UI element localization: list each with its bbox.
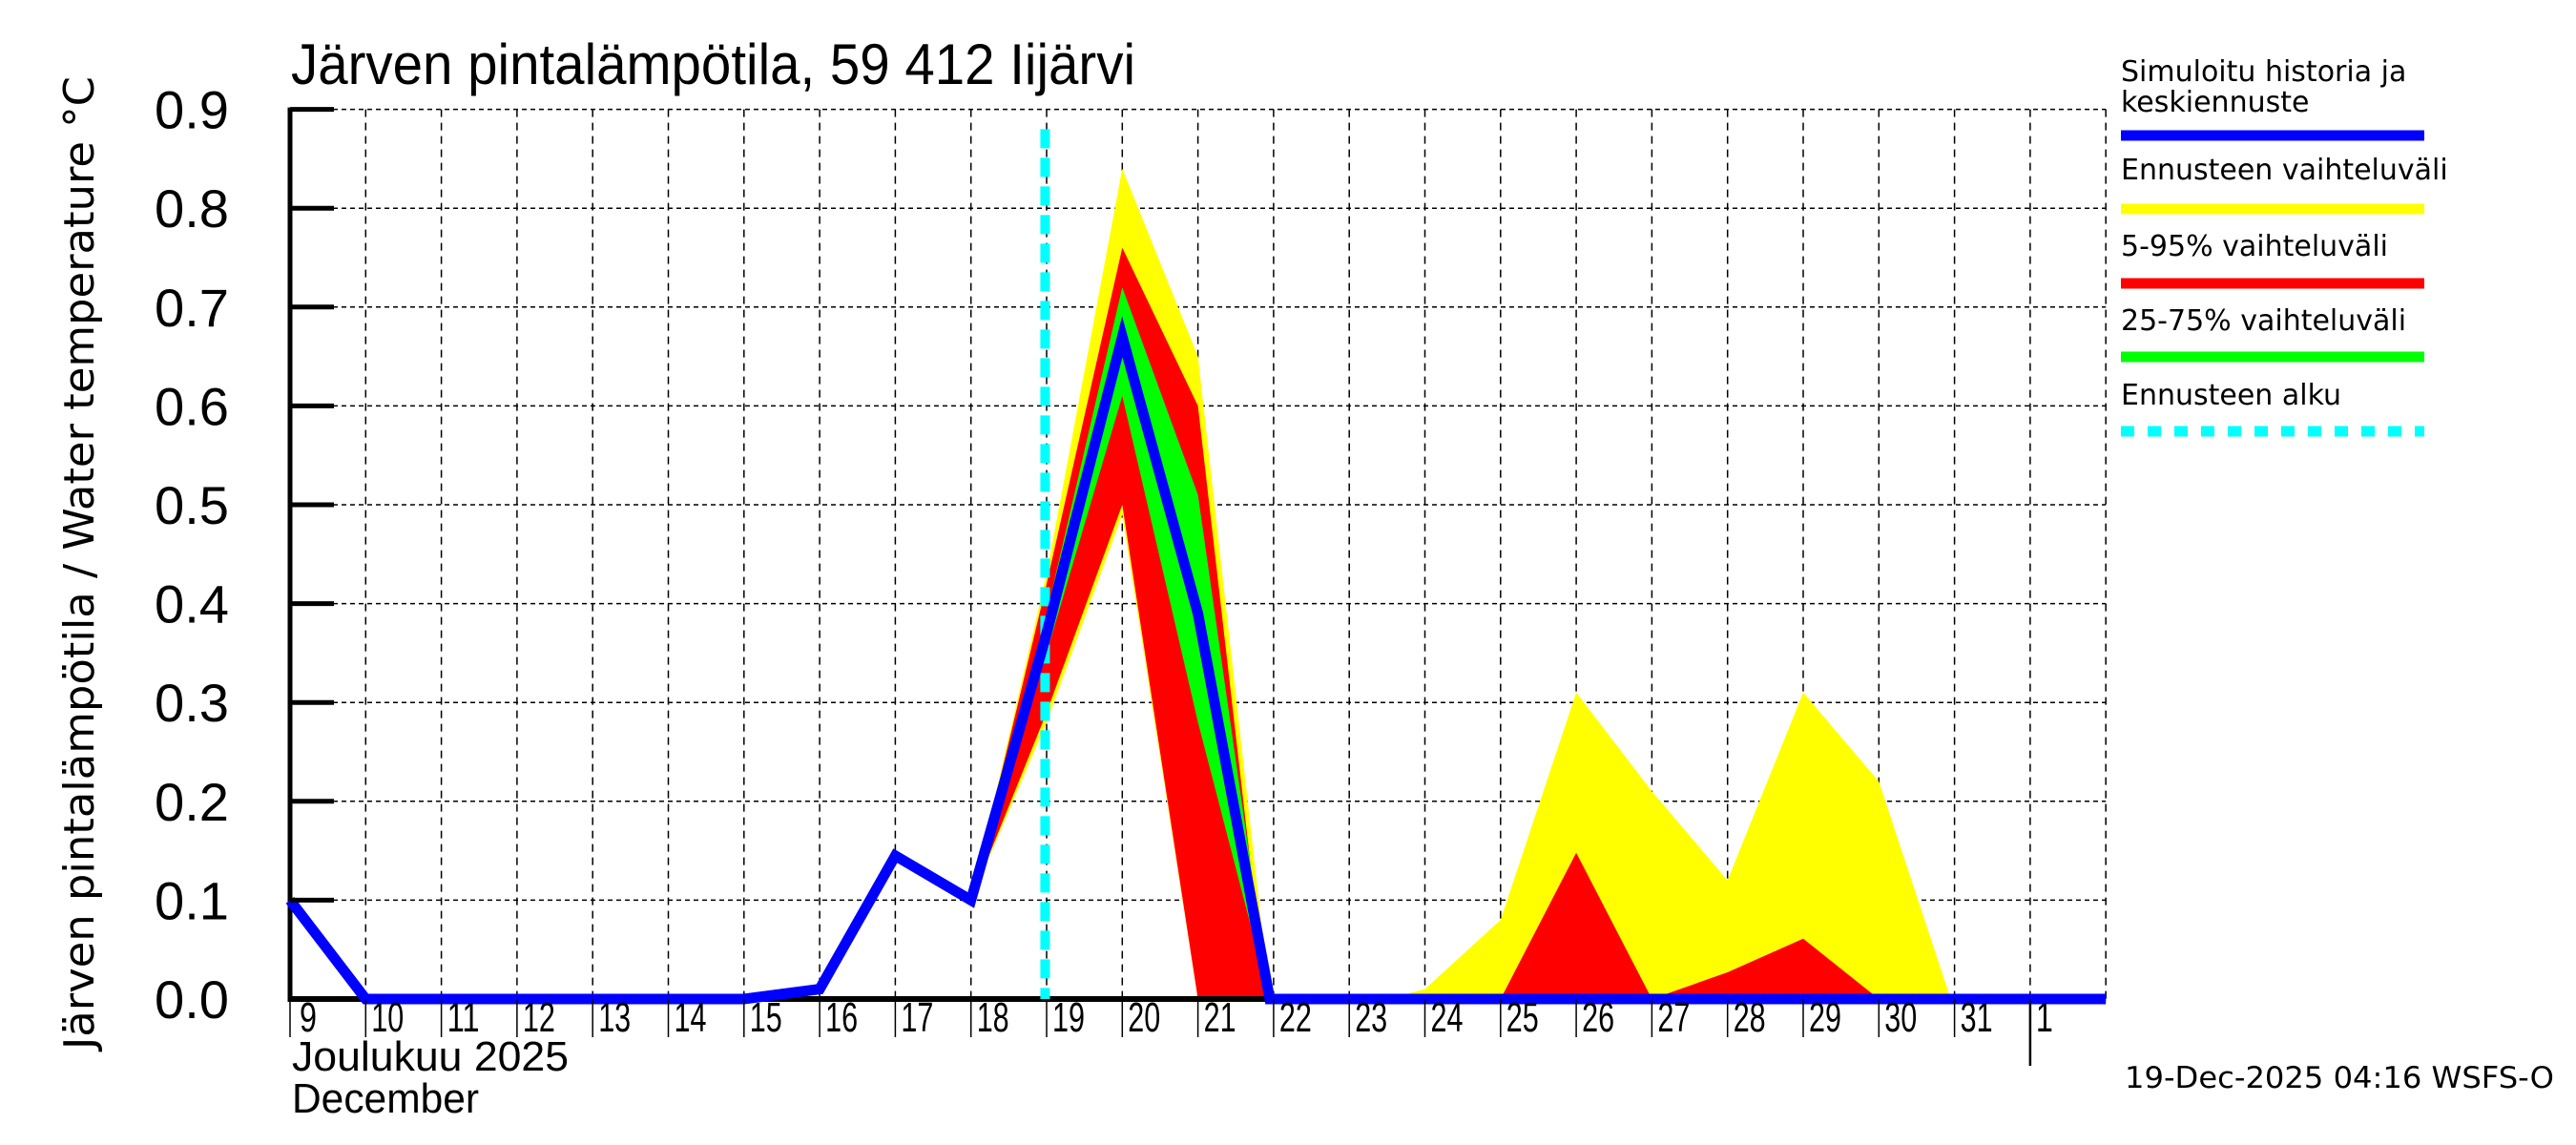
x-tick-label: 9 <box>300 994 317 1041</box>
legend-label: Ennusteen alku <box>2121 379 2341 412</box>
x-axis-month-label-fi: Joulukuu 2025 <box>292 1033 569 1080</box>
y-tick-label: 0.6 <box>155 376 229 436</box>
x-tick-label: 22 <box>1279 994 1312 1041</box>
x-tick-label: 12 <box>523 994 555 1041</box>
x-tick-label: 15 <box>750 994 782 1041</box>
y-tick-label: 0.7 <box>155 278 229 338</box>
y-tick-label: 0.0 <box>155 969 229 1030</box>
x-tick-label: 21 <box>1204 994 1236 1041</box>
x-tick-label: 17 <box>901 994 933 1041</box>
x-tick-label: 10 <box>371 994 404 1041</box>
x-tick-label: 28 <box>1734 994 1766 1041</box>
y-tick-label: 0.4 <box>155 574 229 635</box>
y-axis-label-text: Järven pintalämpötila / Water temperatur… <box>55 76 104 1052</box>
y-tick-label: 0.8 <box>155 178 229 239</box>
x-tick-label: 13 <box>598 994 631 1041</box>
footer-timestamp: 19-Dec-2025 04:16 WSFS-O <box>2125 1061 2554 1095</box>
y-tick-label: 0.1 <box>155 870 229 930</box>
x-axis-ticks: 9 10 11 12 13 14 15 16 17 18 19 20 21 22 23 24 25 26 27 28 2… <box>289 994 2053 1041</box>
x-tick-label: 18 <box>977 994 1009 1041</box>
x-tick-label: 16 <box>825 994 858 1041</box>
legend-item: 5-95% vaihteluväli <box>2121 230 2424 289</box>
x-tick-label: 29 <box>1809 994 1841 1041</box>
x-tick-label: 30 <box>1884 994 1917 1041</box>
x-tick-label: 27 <box>1657 994 1690 1041</box>
legend-label: 5-95% vaihteluväli <box>2121 230 2388 263</box>
legend-item: 25-75% vaihteluväli <box>2121 304 2424 363</box>
x-tick-label: 23 <box>1355 994 1387 1041</box>
x-tick-label: 26 <box>1582 994 1614 1041</box>
x-axis-month-label-en: December <box>292 1075 479 1122</box>
history-median-line <box>285 316 2107 1005</box>
x-tick-label: 31 <box>1961 994 1993 1041</box>
x-tick-label: 19 <box>1052 994 1085 1041</box>
legend-label: 25-75% vaihteluväli <box>2121 304 2406 338</box>
y-tick-label: 0.2 <box>155 772 229 832</box>
band-5-95-vaihteluv-li <box>970 247 1880 1000</box>
chart-title: Järven pintalämpötila, 59 412 Iijärvi <box>291 32 1135 96</box>
band-25-75-vaihteluv-li <box>970 287 1270 1000</box>
x-tick-label: 20 <box>1128 994 1160 1041</box>
x-tick-label: 24 <box>1431 994 1464 1041</box>
y-axis-label: Järven pintalämpötila / Water temperatur… <box>55 76 104 1052</box>
y-axis-ticks: 0.0 0.1 0.2 0.3 0.4 0.5 0.6 0.7 0.8 0.9 <box>155 80 334 1030</box>
x-tick-label: 14 <box>675 994 707 1041</box>
legend-label: Ennusteen vaihteluväli <box>2121 154 2448 187</box>
legend-item: Ennusteen vaihteluväli <box>2121 154 2448 215</box>
legend-label: keskiennuste <box>2121 86 2309 119</box>
legend-item: Ennusteen alku <box>2121 379 2424 437</box>
x-tick-label: 25 <box>1506 994 1539 1041</box>
legend-label: Simuloitu historia ja <box>2121 55 2406 89</box>
x-tick-label: 11 <box>447 994 480 1041</box>
series-lines <box>285 129 2107 1005</box>
forecast-bands <box>970 168 1951 1000</box>
y-tick-label: 0.5 <box>155 475 229 535</box>
x-tick-label: 1 <box>2036 994 2053 1041</box>
y-tick-label: 0.3 <box>155 673 229 733</box>
y-tick-label: 0.9 <box>155 80 229 140</box>
